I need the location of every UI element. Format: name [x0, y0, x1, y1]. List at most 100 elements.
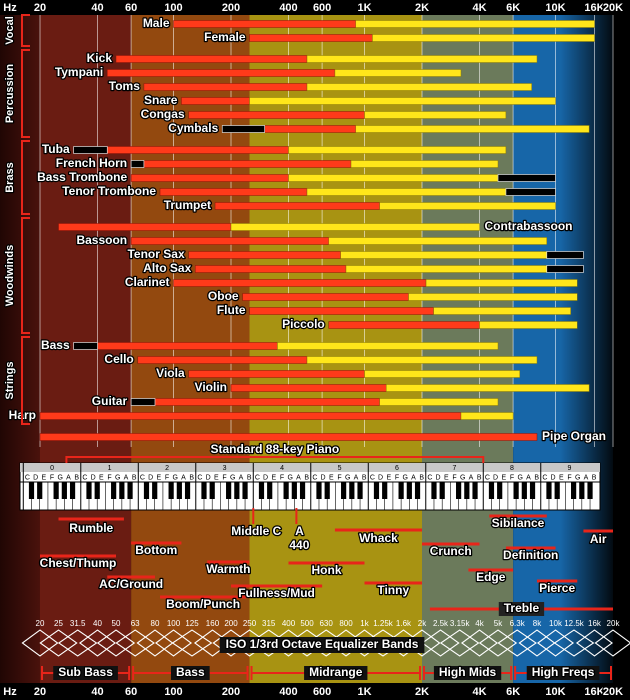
- octave-number: 3: [223, 465, 227, 472]
- fundamental-bar: [137, 356, 308, 364]
- group-bracket: [21, 49, 30, 138]
- note-letter: A: [469, 474, 474, 481]
- black-key: [324, 482, 330, 499]
- descriptor-label: Warmth: [206, 562, 250, 576]
- harmonics-bar: [306, 188, 507, 196]
- fundamental-bar: [58, 223, 232, 231]
- black-key: [209, 482, 215, 499]
- black-key: [349, 482, 355, 499]
- octave-number: 7: [453, 465, 457, 472]
- x-tick-label: 20: [34, 2, 46, 14]
- note-letter: G: [460, 474, 465, 481]
- band-label: Midrange: [309, 665, 363, 679]
- black-key: [201, 482, 207, 499]
- black-key: [267, 482, 273, 499]
- fundamental-bar: [39, 433, 538, 441]
- x-tick-label: 100: [164, 2, 182, 14]
- instrument-label: Oboe: [208, 289, 239, 303]
- group-bracket: [21, 140, 30, 215]
- note-letter: E: [501, 474, 506, 481]
- iso-band-label: 250: [243, 619, 257, 628]
- descriptor-label: Rumble: [69, 521, 113, 535]
- iso-title: ISO 1/3rd Octave Equalizer Bands: [226, 637, 419, 651]
- harmonics-bar: [379, 398, 499, 406]
- x-tick-label: 6K: [506, 686, 520, 698]
- harmonics-bar: [328, 237, 548, 245]
- instrument-label: Bass Trombone: [37, 170, 127, 184]
- x-tick-label: 16K: [584, 686, 604, 698]
- note-letter: B: [74, 474, 79, 481]
- harmonics-bar: [334, 69, 462, 77]
- iso-band-label: 50: [112, 619, 121, 628]
- instrument-label: Cymbals: [168, 121, 218, 135]
- descriptor-bg: [498, 602, 545, 616]
- iso-band-label: 20: [36, 619, 45, 628]
- harmonics-bar: [277, 342, 499, 350]
- black-key: [398, 482, 404, 499]
- instrument-label: Toms: [109, 79, 140, 93]
- fundamental-bar: [97, 342, 278, 350]
- note-letter: A: [411, 474, 416, 481]
- black-key: [242, 482, 248, 499]
- note-letter: G: [345, 474, 350, 481]
- note-letter: D: [551, 474, 556, 481]
- fundamental-bar: [188, 251, 341, 259]
- note-letter: A: [584, 474, 589, 481]
- harmonics-bar: [350, 160, 499, 168]
- iso-band-label: 8k: [533, 619, 542, 628]
- note-letter: C: [370, 474, 375, 481]
- note-letter: D: [321, 474, 326, 481]
- fundamental-bar: [143, 160, 352, 168]
- note-letter: C: [312, 474, 317, 481]
- iso-band: [21, 629, 59, 657]
- black-key: [37, 482, 43, 499]
- harmonics-bar: [408, 293, 578, 301]
- black-key: [258, 482, 265, 499]
- note-letter: F: [395, 474, 399, 481]
- band-label: Bass: [176, 665, 205, 679]
- top-strip: [0, 0, 630, 15]
- octave-number: 8: [510, 465, 514, 472]
- black-key: [94, 482, 100, 499]
- harmonics-bar: [355, 20, 595, 28]
- iso-band-label: 400: [282, 619, 296, 628]
- extended-bar: [130, 398, 156, 406]
- black-key: [439, 482, 445, 499]
- x-tick-label: 2K: [415, 686, 429, 698]
- instrument-label: Congas: [141, 107, 185, 121]
- note-letter: E: [386, 474, 391, 481]
- iso-band: [594, 629, 630, 657]
- extended-bar: [546, 251, 584, 259]
- octave-number: 5: [338, 465, 342, 472]
- iso-band: [115, 629, 155, 657]
- iso-band-label: 1.25k: [373, 619, 394, 628]
- fundamental-bar: [249, 34, 373, 42]
- iso-band-label: 800: [339, 619, 353, 628]
- octave-number: 6: [395, 465, 399, 472]
- black-key: [497, 482, 503, 499]
- black-key: [168, 482, 174, 499]
- fundamental-bar: [115, 55, 308, 63]
- note-letter: F: [165, 474, 169, 481]
- note-letter: B: [477, 474, 482, 481]
- black-key: [341, 482, 347, 499]
- harmonics-bar: [355, 125, 590, 133]
- harmonics-bar: [364, 111, 507, 119]
- fundamental-bar: [195, 265, 347, 273]
- black-key: [234, 482, 240, 499]
- left-margin: [0, 15, 40, 683]
- group-label: Percussion: [4, 64, 16, 124]
- descriptor-label: Air: [590, 532, 607, 546]
- fundamental-bar: [214, 202, 380, 210]
- black-key: [587, 482, 593, 499]
- note-letter: D: [378, 474, 383, 481]
- harmonics-bar: [379, 202, 556, 210]
- x-axis-label: Hz: [3, 2, 17, 14]
- instrument-label: Female: [204, 30, 246, 44]
- black-key: [414, 482, 421, 499]
- marker-label: A: [295, 524, 304, 538]
- fundamental-bar: [173, 279, 427, 287]
- iso-band-label: 10k: [549, 619, 563, 628]
- black-key: [176, 482, 182, 499]
- instrument-label: Contrabassoon: [484, 219, 572, 233]
